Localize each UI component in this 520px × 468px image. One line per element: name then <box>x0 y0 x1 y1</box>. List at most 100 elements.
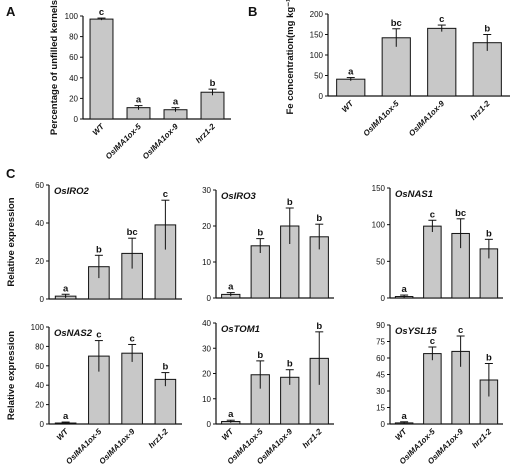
y-tick-label: 20 <box>202 370 211 379</box>
y-axis-label: Fe concentration(mg kg⁻¹) <box>285 0 296 115</box>
x-category-label: hrz1-2 <box>469 99 492 122</box>
y-tick-label: 20 <box>35 257 44 266</box>
y-axis-label: Relative expression <box>6 331 17 420</box>
y-tick-label: 0 <box>319 92 324 101</box>
y-tick-label: 80 <box>69 33 78 42</box>
y-tick-label: 40 <box>69 74 78 83</box>
significance-letter: a <box>228 409 234 420</box>
significance-letter: c <box>458 325 463 336</box>
y-tick-label: 100 <box>31 323 45 332</box>
y-tick-label: 0 <box>381 420 386 429</box>
panel-letter-c: C <box>6 166 16 181</box>
y-tick-label: 50 <box>314 72 323 81</box>
bar-osima1ox-5 <box>250 245 270 299</box>
y-tick-label: 0 <box>207 294 212 303</box>
significance-letter: c <box>129 333 134 344</box>
chart-osiro2: 0 20 40 60 Relative expression OsIRO2 a b bc c <box>6 181 182 304</box>
chart-a: 0 20 40 60 80 100 Percentage of unfilled kerne… <box>49 0 231 161</box>
y-tick-label: 100 <box>372 221 386 230</box>
y-tick-label: 30 <box>202 344 211 353</box>
y-tick-label: 75 <box>376 338 385 347</box>
chart-ostom1: 010203040OsTOM1aWTbOsIMA1ox-5bOsIMA1ox-9… <box>202 319 334 466</box>
panel-letter-b: B <box>248 4 257 19</box>
significance-letter: a <box>63 411 69 422</box>
chart-osnas2: 0 20 40 60 80 100 Relative expression OsNAS2 a WT… <box>6 323 182 466</box>
y-tick-label: 0 <box>40 420 45 429</box>
chart-osiro3: 0 10 20 30 OsIRO3 a b b b <box>202 186 334 303</box>
x-category-label: hrz1-2 <box>194 122 217 145</box>
significance-letter: c <box>439 14 444 25</box>
x-category-label: hrz1-2 <box>147 427 170 450</box>
y-tick-label: 100 <box>65 12 79 21</box>
y-tick-label: 40 <box>35 381 44 390</box>
chart-b: 0 50 100 150 200 Fe concentration(mg kg⁻¹) a WT… <box>285 0 510 138</box>
bar-osima1ox-5 <box>381 37 411 97</box>
significance-letter: c <box>163 189 168 200</box>
x-category-label: OsIMA1ox-9 <box>407 99 446 138</box>
chart-title: OsNAS1 <box>395 189 433 200</box>
significance-letter: b <box>484 24 490 35</box>
chart-osysl15: 0153045607590OsYSL15aWTcOsIMA1ox-5cOsIMA… <box>376 321 503 466</box>
chart-title: OsIRO2 <box>54 186 90 197</box>
y-tick-label: 20 <box>202 222 211 231</box>
y-tick-label: 30 <box>202 186 211 195</box>
y-axis-label: Relative expression <box>6 197 17 286</box>
x-category-label: hrz1-2 <box>301 427 324 450</box>
y-tick-label: 10 <box>202 258 211 267</box>
significance-letter: c <box>99 7 104 18</box>
y-tick-label: 0 <box>207 420 212 429</box>
significance-letter: b <box>257 228 263 239</box>
bar-osima1ox-9 <box>121 352 143 425</box>
significance-letter: c <box>430 336 435 347</box>
y-tick-label: 0 <box>74 115 79 124</box>
y-tick-label: 20 <box>69 94 78 103</box>
bar-osima1ox-9 <box>427 27 457 97</box>
x-category-label: OsIMA1ox-9 <box>97 427 136 466</box>
y-tick-label: 60 <box>35 181 44 190</box>
significance-letter: a <box>173 97 179 108</box>
x-category-label: OsIMA1ox-9 <box>141 122 180 161</box>
y-tick-label: 50 <box>376 257 385 266</box>
x-category-label: WT <box>393 426 409 442</box>
significance-letter: b <box>316 321 322 332</box>
y-tick-label: 20 <box>35 401 44 410</box>
x-category-label: WT <box>220 426 236 442</box>
significance-letter: b <box>316 213 322 224</box>
y-tick-label: 150 <box>310 31 324 40</box>
panel-letter-a: A <box>6 4 16 19</box>
x-category-label: OsIMA1ox-5 <box>104 122 143 161</box>
significance-letter: a <box>136 95 142 106</box>
significance-letter: b <box>257 350 263 361</box>
y-tick-label: 45 <box>376 371 385 380</box>
x-category-label: OsIMA1ox-5 <box>362 99 401 138</box>
bar-hrz1-2 <box>200 91 225 120</box>
y-tick-label: 30 <box>376 387 385 396</box>
significance-letter: a <box>228 282 234 293</box>
significance-letter: b <box>210 78 216 89</box>
y-tick-label: 80 <box>35 342 44 351</box>
y-tick-label: 100 <box>310 51 324 60</box>
significance-letter: a <box>348 67 354 78</box>
y-tick-label: 15 <box>376 404 385 413</box>
significance-letter: b <box>486 228 492 239</box>
bar-hrz1-2 <box>472 42 502 97</box>
y-tick-label: 0 <box>40 295 45 304</box>
chart-title: OsTOM1 <box>221 324 260 335</box>
y-axis-label: Percentage of unfilled kernels <box>49 0 60 135</box>
y-tick-label: 0 <box>381 294 386 303</box>
significance-letter: bc <box>127 227 138 238</box>
significance-letter: b <box>162 362 168 373</box>
y-tick-label: 10 <box>202 395 211 404</box>
chart-title: OsYSL15 <box>395 326 437 337</box>
significance-letter: b <box>287 359 293 370</box>
y-tick-label: 60 <box>69 53 78 62</box>
significance-letter: b <box>96 244 102 255</box>
significance-letter: a <box>401 284 407 295</box>
y-tick-label: 90 <box>376 321 385 330</box>
chart-title: OsIRO3 <box>221 191 257 202</box>
y-tick-label: 60 <box>35 362 44 371</box>
y-tick-label: 60 <box>376 354 385 363</box>
significance-letter: c <box>430 209 435 220</box>
